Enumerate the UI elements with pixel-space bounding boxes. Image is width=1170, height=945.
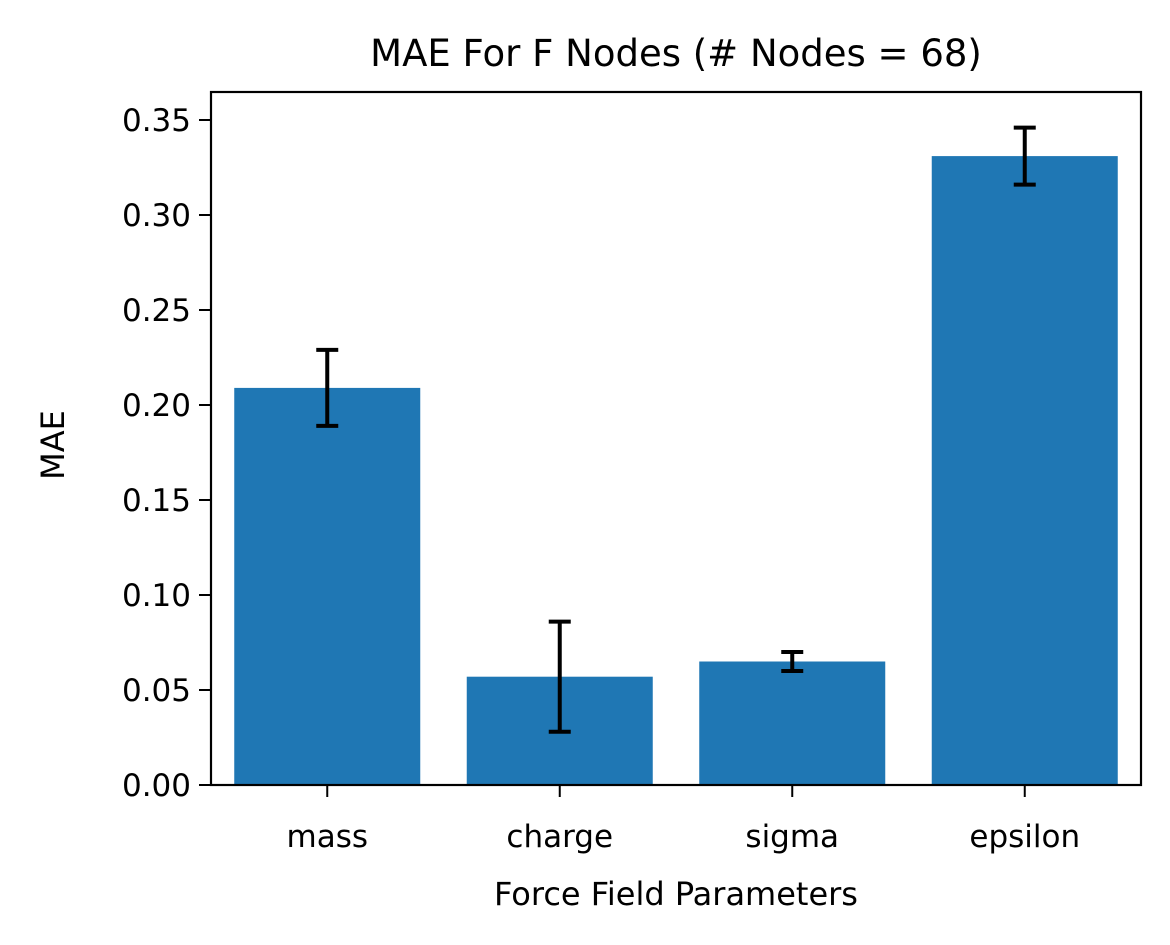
chart-title: MAE For F Nodes (# Nodes = 68) <box>370 32 982 75</box>
y-tick-label: 0.35 <box>122 103 191 139</box>
y-axis-title: MAE <box>34 410 72 480</box>
y-tick-label: 0.10 <box>122 578 191 614</box>
error-bars-group <box>316 125 1036 734</box>
bars-group <box>234 156 1118 786</box>
bar-mass <box>234 387 421 785</box>
x-tick-label-mass: mass <box>287 819 369 855</box>
y-tick-label: 0.00 <box>122 768 191 804</box>
x-tick-label-charge: charge <box>506 819 613 855</box>
y-tick-label: 0.05 <box>122 673 191 709</box>
y-tick-label: 0.25 <box>122 293 191 329</box>
x-tick-label-epsilon: epsilon <box>969 819 1080 855</box>
x-tick-label-sigma: sigma <box>745 819 839 855</box>
y-axis: 0.00 0.05 0.10 0.15 0.20 0.25 0.30 0.35 <box>122 103 211 804</box>
bar-sigma <box>699 661 886 785</box>
bar-epsilon <box>931 156 1118 786</box>
y-tick-label: 0.15 <box>122 483 191 519</box>
x-axis-title: Force Field Parameters <box>494 875 858 913</box>
plot-frame <box>209 90 1143 787</box>
y-tick-label: 0.20 <box>122 388 191 424</box>
x-axis: mass charge sigma epsilon <box>287 785 1080 855</box>
y-tick-label: 0.30 <box>122 198 191 234</box>
